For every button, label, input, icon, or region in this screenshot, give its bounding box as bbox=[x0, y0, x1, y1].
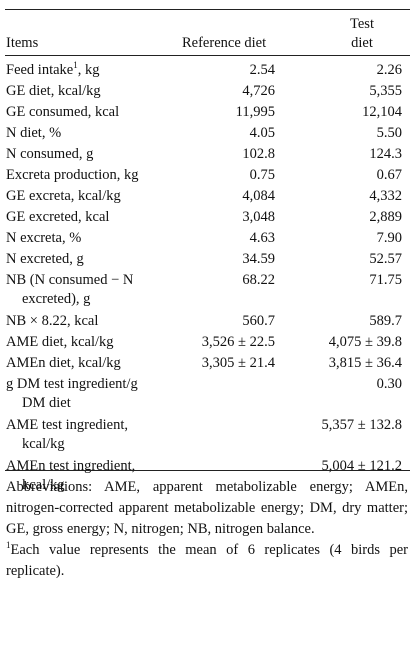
reference-diet-value: 3,305 ± 21.4 bbox=[201, 355, 275, 371]
test-diet-value: 52.57 bbox=[369, 251, 402, 267]
row-label: g DM test ingredient/g bbox=[6, 376, 138, 393]
table-header-rule bbox=[5, 55, 410, 56]
test-diet-value: 589.7 bbox=[369, 313, 402, 329]
row-label-text: N excreted, g bbox=[6, 251, 84, 267]
table-notes: Abbreviations: AME, apparent metabolizab… bbox=[6, 477, 408, 582]
row-label: N consumed, g bbox=[6, 146, 93, 163]
reference-diet-value: 3,048 bbox=[242, 209, 275, 225]
test-diet-value: 12,104 bbox=[362, 104, 402, 120]
row-label-text: g DM test ingredient/g bbox=[6, 376, 138, 392]
reference-diet-value: 4,726 bbox=[242, 83, 275, 99]
row-label-continuation: excreted), g bbox=[22, 291, 91, 307]
reference-diet-value: 560.7 bbox=[242, 313, 275, 329]
test-diet-value: 5.50 bbox=[376, 125, 402, 141]
row-label-text: Feed intake bbox=[6, 62, 74, 78]
header-test-line2: diet bbox=[351, 35, 373, 51]
reference-diet-value: 102.8 bbox=[242, 146, 275, 162]
footnote-marker: 1 bbox=[6, 540, 11, 550]
test-diet-value: 2,889 bbox=[369, 209, 402, 225]
test-diet-value: 5,004 ± 121.2 bbox=[321, 458, 402, 474]
row-label: GE excreted, kcal bbox=[6, 209, 109, 226]
row-label: Feed intake1, kg bbox=[6, 60, 100, 79]
reference-diet-value: 4.05 bbox=[249, 125, 275, 141]
test-diet-value: 5,355 bbox=[369, 83, 402, 99]
row-label: NB (N consumed − N bbox=[6, 272, 133, 289]
row-label-continuation: kcal/kg bbox=[22, 477, 65, 493]
row-label-text: AMEn test ingredient, bbox=[6, 458, 136, 474]
row-label-text: AME diet, kcal/kg bbox=[6, 334, 114, 350]
row-label: AMEn test ingredient, bbox=[6, 458, 135, 475]
footnote-text: Each value represents the mean of 6 repl… bbox=[6, 542, 408, 579]
footnote-marker: 1 bbox=[73, 60, 78, 70]
test-diet-value: 4,332 bbox=[369, 188, 402, 204]
row-label: NB × 8.22, kcal bbox=[6, 313, 98, 330]
row-label-continuation: DM diet bbox=[22, 395, 71, 411]
row-label-text: GE excreted, kcal bbox=[6, 209, 110, 225]
row-label: AME diet, kcal/kg bbox=[6, 334, 114, 351]
row-label: GE diet, kcal/kg bbox=[6, 83, 101, 100]
reference-diet-value: 34.59 bbox=[242, 251, 275, 267]
row-label-text: GE diet, kcal/kg bbox=[6, 83, 101, 99]
reference-diet-value: 68.22 bbox=[242, 272, 275, 288]
row-label: N excreta, % bbox=[6, 230, 81, 247]
row-label-text: AME test ingredient, bbox=[6, 417, 129, 433]
reference-diet-value: 11,995 bbox=[235, 104, 275, 120]
test-diet-value: 4,075 ± 39.8 bbox=[328, 334, 402, 350]
test-diet-value: 3,815 ± 36.4 bbox=[328, 355, 402, 371]
row-label-text: N excreta, % bbox=[6, 230, 82, 246]
row-label: N excreted, g bbox=[6, 251, 84, 268]
header-test-line1: Test bbox=[350, 16, 374, 32]
abbreviations-note: Abbreviations: AME, apparent metabolizab… bbox=[6, 479, 408, 537]
row-label-text: GE excreta, kcal/kg bbox=[6, 188, 121, 204]
test-diet-value: 71.75 bbox=[369, 272, 402, 288]
reference-diet-value: 0.75 bbox=[249, 167, 275, 183]
row-label-continuation: kcal/kg bbox=[22, 436, 65, 452]
row-label-text: Excreta production, kg bbox=[6, 167, 139, 183]
row-label-text: N diet, % bbox=[6, 125, 62, 141]
test-diet-value: 0.30 bbox=[376, 376, 402, 392]
row-label: AMEn diet, kcal/kg bbox=[6, 355, 121, 372]
header-items: Items bbox=[6, 35, 39, 51]
row-label: GE excreta, kcal/kg bbox=[6, 188, 121, 205]
row-label-text: AMEn diet, kcal/kg bbox=[6, 355, 121, 371]
reference-diet-value: 3,526 ± 22.5 bbox=[201, 334, 275, 350]
table-bottom-rule bbox=[5, 470, 410, 471]
row-label: AME test ingredient, bbox=[6, 417, 128, 434]
reference-diet-value: 4,084 bbox=[242, 188, 275, 204]
test-diet-value: 5,357 ± 132.8 bbox=[321, 417, 402, 433]
row-label-text: N consumed, g bbox=[6, 146, 94, 162]
table-top-rule bbox=[5, 9, 410, 11]
reference-diet-value: 4.63 bbox=[249, 230, 275, 246]
row-label-text: NB × 8.22, kcal bbox=[6, 313, 99, 329]
footnote: 1Each value represents the mean of 6 rep… bbox=[6, 540, 408, 582]
row-label: N diet, % bbox=[6, 125, 61, 142]
row-label-text: GE consumed, kcal bbox=[6, 104, 120, 120]
reference-diet-value: 2.54 bbox=[249, 62, 275, 78]
test-diet-value: 2.26 bbox=[376, 62, 402, 78]
row-label-text: NB (N consumed − N bbox=[6, 272, 134, 288]
row-label: GE consumed, kcal bbox=[6, 104, 119, 121]
test-diet-value: 0.67 bbox=[376, 167, 402, 183]
test-diet-value: 7.90 bbox=[376, 230, 402, 246]
header-reference-diet: Reference diet bbox=[182, 35, 267, 51]
row-label-suffix: , kg bbox=[77, 62, 100, 78]
row-label: Excreta production, kg bbox=[6, 167, 138, 184]
test-diet-value: 124.3 bbox=[369, 146, 402, 162]
